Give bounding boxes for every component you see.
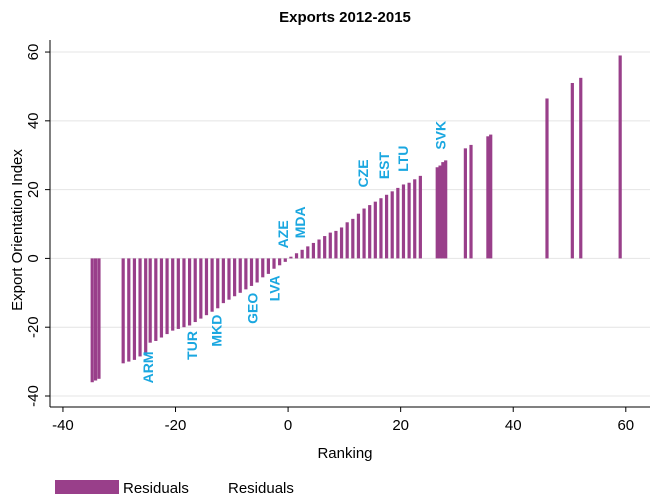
annotation: AZE <box>275 220 291 248</box>
y-tick-label: 60 <box>25 44 42 61</box>
spike <box>261 258 265 278</box>
spike <box>441 162 445 259</box>
annotation: LVA <box>267 275 283 301</box>
spike <box>545 98 549 259</box>
spike <box>176 258 180 329</box>
spike <box>272 258 276 269</box>
spike <box>328 232 332 259</box>
spike <box>317 239 321 259</box>
spike <box>159 258 164 338</box>
y-tick-label: 20 <box>25 181 42 198</box>
spike <box>289 256 293 259</box>
spike <box>278 258 282 266</box>
spike <box>362 208 366 259</box>
spike <box>165 258 169 335</box>
spike <box>238 258 242 293</box>
spike <box>334 230 338 259</box>
spike <box>283 258 287 262</box>
spike <box>438 165 442 259</box>
spike <box>311 242 316 259</box>
spike <box>171 258 175 331</box>
y-tick-label: 0 <box>25 254 42 262</box>
spike <box>418 175 422 259</box>
spike <box>216 258 220 309</box>
x-axis-title: Ranking <box>317 445 372 462</box>
spike <box>233 258 237 297</box>
spike <box>368 205 372 259</box>
x-tick-label: 40 <box>505 417 522 434</box>
annotation: LTU <box>395 146 411 172</box>
legend-label: Residuals <box>123 480 189 497</box>
spike <box>90 258 94 383</box>
x-tick-label: -40 <box>52 417 74 434</box>
x-tick-label: -20 <box>165 417 187 434</box>
annotation: EST <box>376 151 392 179</box>
spike <box>266 258 270 274</box>
y-axis-title: Export Orientation Index <box>9 149 26 311</box>
spike <box>306 246 310 259</box>
spike <box>570 82 574 259</box>
spike <box>300 249 304 259</box>
y-tick-label: -40 <box>25 385 42 407</box>
spike <box>121 258 125 364</box>
annotation: ARM <box>140 351 156 383</box>
annotation: GEO <box>245 293 261 324</box>
spike <box>489 134 493 259</box>
spike <box>138 258 142 357</box>
annotation: SVK <box>433 121 449 150</box>
x-tick-label: 20 <box>392 417 409 434</box>
spike <box>469 144 473 259</box>
spike <box>187 258 192 326</box>
spike <box>486 136 490 259</box>
spike <box>345 222 349 259</box>
legend-swatch <box>55 480 119 494</box>
spike <box>407 182 411 259</box>
spike <box>210 258 214 312</box>
spike <box>193 258 197 323</box>
chart-title: Exports 2012-2015 <box>279 9 411 26</box>
spike <box>154 258 158 341</box>
annotation: CZE <box>355 159 371 187</box>
spike <box>396 187 400 259</box>
spike <box>356 213 361 259</box>
annotation: MDA <box>292 206 308 238</box>
spike <box>204 258 209 316</box>
spike <box>182 258 186 328</box>
spike <box>132 258 137 360</box>
spike <box>618 55 622 259</box>
spike <box>323 236 327 259</box>
y-tick-label: 40 <box>25 112 42 129</box>
spike <box>249 258 254 286</box>
spike <box>97 258 101 379</box>
y-tick-label: -20 <box>25 316 42 338</box>
spike <box>339 227 344 259</box>
spike <box>294 253 299 259</box>
x-tick-label: 0 <box>284 417 292 434</box>
spike <box>390 191 394 259</box>
spike <box>373 201 377 259</box>
spike <box>384 194 389 259</box>
spike <box>148 258 152 343</box>
spike <box>463 148 467 259</box>
spike <box>244 258 248 290</box>
spike <box>444 160 448 259</box>
annotation: TUR <box>184 331 200 360</box>
spike <box>127 258 131 362</box>
spike <box>199 258 203 319</box>
x-tick-label: 60 <box>617 417 634 434</box>
spike <box>435 167 439 259</box>
spike <box>401 184 406 259</box>
spike <box>93 258 98 381</box>
spike <box>351 218 355 259</box>
spike <box>379 198 383 259</box>
legend-key-label: Residuals <box>228 480 294 497</box>
annotation: MKD <box>209 315 225 347</box>
spike <box>221 258 225 304</box>
spike <box>227 258 231 300</box>
spike <box>144 258 148 355</box>
spike <box>255 258 259 283</box>
spike <box>413 179 417 259</box>
spike <box>579 77 583 259</box>
